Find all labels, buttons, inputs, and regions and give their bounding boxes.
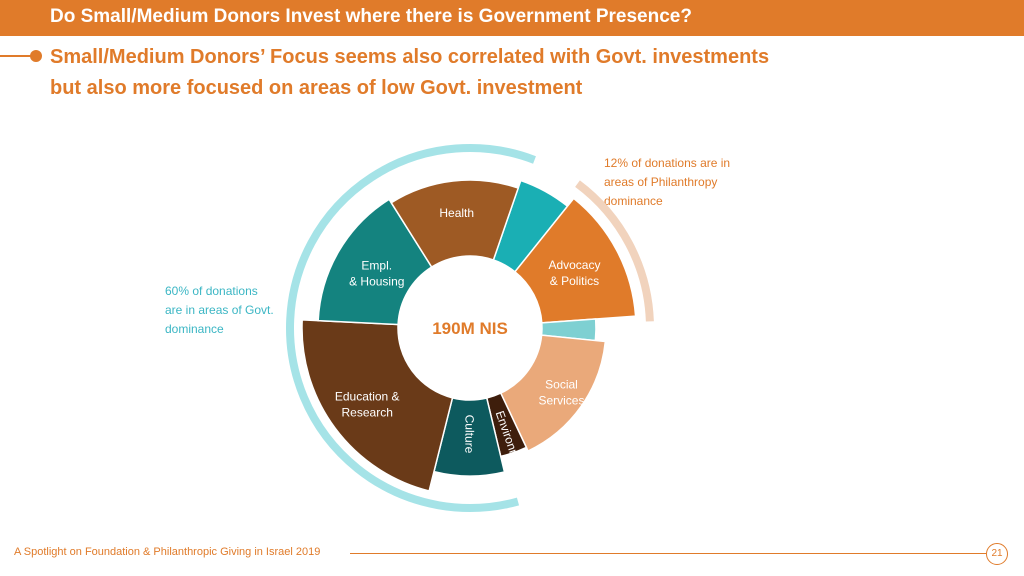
slice-label: Advocacy & Politics [548,258,600,288]
note-line: 12% of donations are in [604,156,731,170]
page-number: 21 [986,543,1008,565]
center-label: 190M NIS [432,319,508,338]
donut-slice [513,197,637,324]
donut-slice [499,334,607,452]
donut-slice [301,319,454,492]
slice-label-line: Advocacy [548,258,600,272]
subtitle-line-1: Small/Medium Donors’ Focus seems also co… [50,46,770,68]
note-line: 60% of donations [165,284,258,298]
footer-line [350,553,986,554]
slice-label: Culture [462,415,476,454]
philanthropy-dominance-note: 12% of donations are in areas of Philant… [604,154,774,211]
govt-dominance-note: 60% of donations are in areas of Govt. d… [165,282,305,339]
slice-label-line: Health [439,206,474,220]
bullet-dot-icon [30,50,42,62]
slice-label-line: Education & [335,389,400,403]
footer-text: A Spotlight on Foundation & Philanthropi… [14,546,321,558]
slice-label-line: Social [545,378,578,392]
slice-label-line: Culture [462,415,476,454]
title-bar: Do Small/Medium Donors Invest where ther… [0,0,1024,36]
donut-slice [390,179,520,269]
slice-label-line: Research [342,405,393,419]
donut-slice [317,198,433,326]
subtitle-line [0,55,36,57]
slice-label-line: & Housing [349,274,404,288]
slice-label-line: Empl. [361,258,392,272]
bracket-arc [575,180,654,322]
subtitle: Small/Medium Donors’ Focus seems also co… [50,42,950,104]
slice-label-line: Services [538,394,584,408]
slice-label: Empl. & Housing [349,258,404,288]
page-title: Do Small/Medium Donors Invest where ther… [50,6,692,27]
note-line: are in areas of Govt. [165,303,274,317]
bracket-arc [286,144,536,512]
note-line: areas of Philanthropy [604,175,718,189]
slice-label-line: & Politics [550,274,599,288]
slice-label: Social Services [538,378,584,408]
note-line: dominance [165,322,224,336]
note-line: dominance [604,194,663,208]
subtitle-line-2: but also more focused on areas of low Go… [50,77,583,99]
slice-label: Education & Research [335,389,400,419]
slice-label: Health [439,206,474,220]
